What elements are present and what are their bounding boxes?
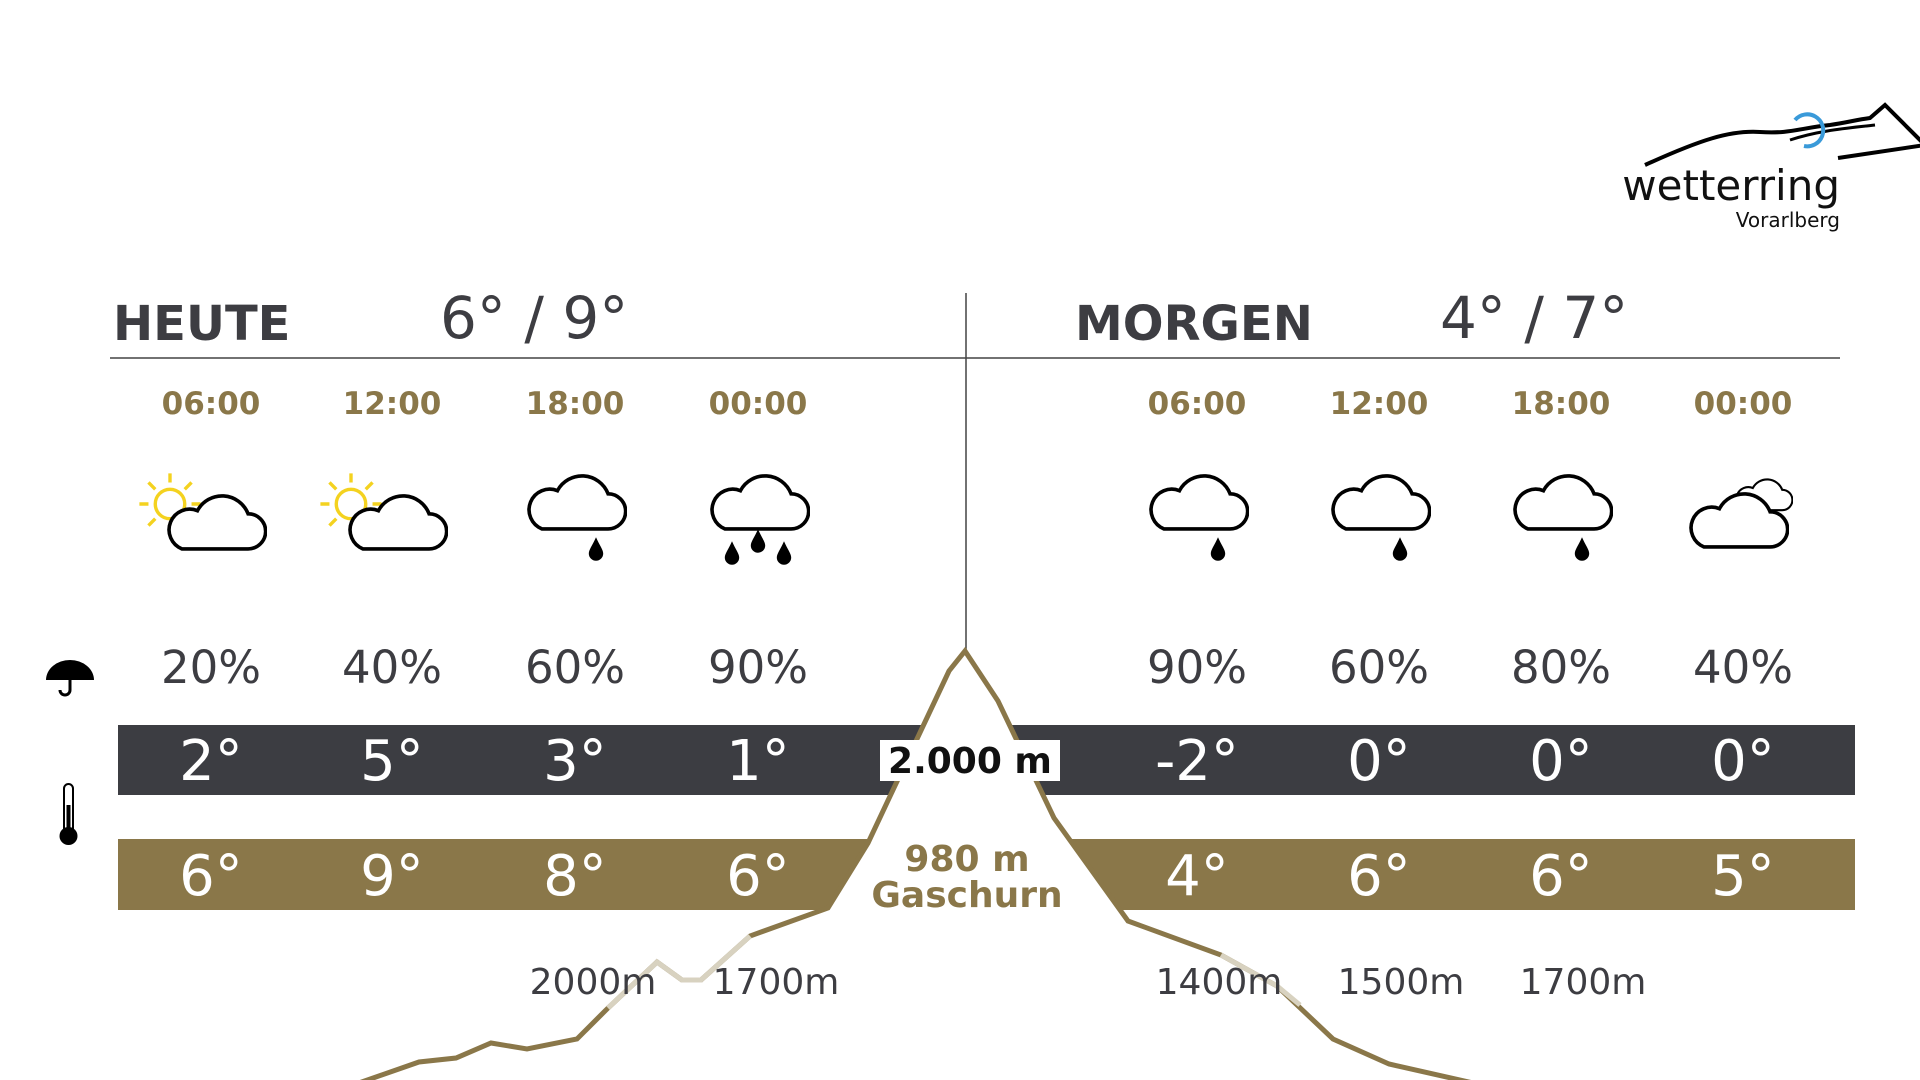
mountain-temp: 2° <box>179 729 243 794</box>
weather-icon-part <box>527 474 627 531</box>
precip: 40% <box>1693 641 1793 694</box>
mountain-temp: 5° <box>360 729 424 794</box>
umbrella-icon <box>46 660 94 697</box>
precip: 80% <box>1511 641 1611 694</box>
valley-temp: 6° <box>1529 844 1593 909</box>
valley-temp: 5° <box>1711 844 1775 909</box>
summit-altitude: 2.000 m <box>888 741 1052 782</box>
valley-temp: 6° <box>179 844 243 909</box>
valley-temp: 4° <box>1165 844 1229 909</box>
snowline: 1700m <box>1520 962 1647 1003</box>
day-range: 4° / 7° <box>1440 284 1628 352</box>
valley-temp: 9° <box>360 844 424 909</box>
snow-edge <box>1219 952 1302 1007</box>
precip: 90% <box>708 641 808 694</box>
valley-temp: 8° <box>543 844 607 909</box>
mountain-temp: 0° <box>1529 729 1593 794</box>
logo-name: wetterring <box>1622 161 1840 210</box>
precip: 20% <box>161 641 261 694</box>
valley-place: Gaschurn <box>871 875 1062 916</box>
thermometer-icon <box>59 783 78 845</box>
valley-temp: 6° <box>726 844 790 909</box>
weather-icon-part <box>1149 474 1249 531</box>
time: 18:00 <box>1512 386 1611 422</box>
mountain-temp: 1° <box>726 729 790 794</box>
weather-icon-part <box>750 529 766 553</box>
snow-edge <box>606 934 752 1010</box>
precip: 40% <box>342 641 442 694</box>
weather-icon-part <box>1331 474 1431 531</box>
mountain-temp: 3° <box>543 729 607 794</box>
weather-icon-part <box>1574 537 1590 561</box>
logo-region: Vorarlberg <box>1736 208 1840 232</box>
time: 12:00 <box>1330 386 1429 422</box>
time: 00:00 <box>709 386 808 422</box>
time: 06:00 <box>1148 386 1247 422</box>
snowline: 1400m <box>1156 962 1283 1003</box>
weather-icon-part <box>710 474 810 531</box>
time: 00:00 <box>1694 386 1793 422</box>
day-range: 6° / 9° <box>440 284 628 352</box>
logo: wetterring Vorarlberg <box>1622 102 1920 232</box>
weather-icon-part <box>1392 537 1408 561</box>
valley-temp: 6° <box>1347 844 1411 909</box>
time: 18:00 <box>526 386 625 422</box>
day-label: MORGEN <box>1075 296 1313 352</box>
precip: 60% <box>1329 641 1429 694</box>
weather-icon-part <box>776 541 792 565</box>
weather-icon-part <box>1210 537 1226 561</box>
time: 12:00 <box>343 386 442 422</box>
weather-icon-part <box>724 541 740 565</box>
mountain-temp: 0° <box>1711 729 1775 794</box>
summit-box <box>880 740 1060 781</box>
precip: 60% <box>525 641 625 694</box>
precip: 90% <box>1147 641 1247 694</box>
mountain-temp: -2° <box>1155 729 1239 794</box>
weather-icon-part <box>588 537 604 561</box>
time: 06:00 <box>162 386 261 422</box>
snowline: 1700m <box>713 962 840 1003</box>
snowline: 1500m <box>1338 962 1465 1003</box>
valley-altitude: 980 m <box>904 839 1029 880</box>
mountain-temp: 0° <box>1347 729 1411 794</box>
snowline: 2000m <box>530 962 657 1003</box>
weather-icon-part <box>1513 474 1613 531</box>
day-label: HEUTE <box>113 296 290 352</box>
